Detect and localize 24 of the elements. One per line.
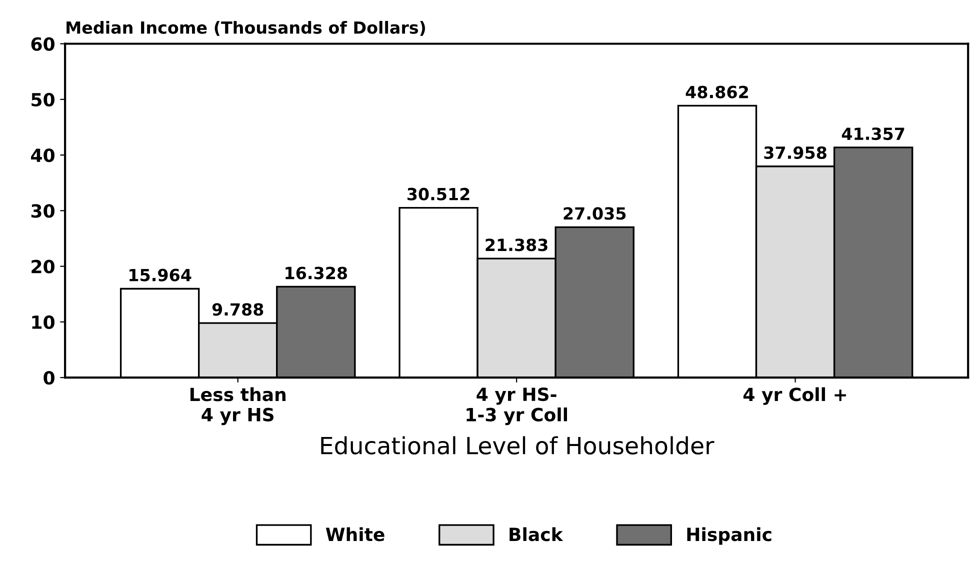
- x-tick-label: 4 yr Coll +: [743, 387, 846, 405]
- y-tick-label: 40: [31, 148, 54, 162]
- data-label: 48.862: [686, 86, 748, 98]
- data-label: 41.357: [842, 127, 904, 140]
- data-label: 9.788: [212, 303, 264, 316]
- x-tick-label: Less than 4 yr HS: [190, 387, 286, 426]
- data-label: 37.958: [764, 146, 826, 159]
- data-label: 30.512: [407, 188, 470, 200]
- x-tick-label: 4 yr HS- 1-3 yr Coll: [466, 387, 568, 426]
- x-axis-title: Educational Level of Householder: [321, 436, 714, 454]
- data-label: 27.035: [564, 207, 626, 220]
- y-tick-label: 30: [31, 204, 54, 218]
- legend-label: Black: [510, 527, 564, 542]
- y-tick-label: 10: [32, 315, 54, 330]
- data-label: 15.964: [130, 268, 192, 282]
- data-label: 21.383: [486, 238, 548, 252]
- y-tick-label: 60: [31, 37, 54, 51]
- y-tick-label: 50: [32, 92, 54, 107]
- legend-label: White: [326, 527, 384, 542]
- data-label: 16.328: [286, 266, 348, 280]
- y-axis-title: Median Income (Thousands of Dollars): [66, 20, 426, 36]
- y-tick-label: 20: [32, 260, 54, 274]
- y-tick-label: 0: [44, 371, 54, 385]
- legend-label: Hispanic: [687, 527, 772, 545]
